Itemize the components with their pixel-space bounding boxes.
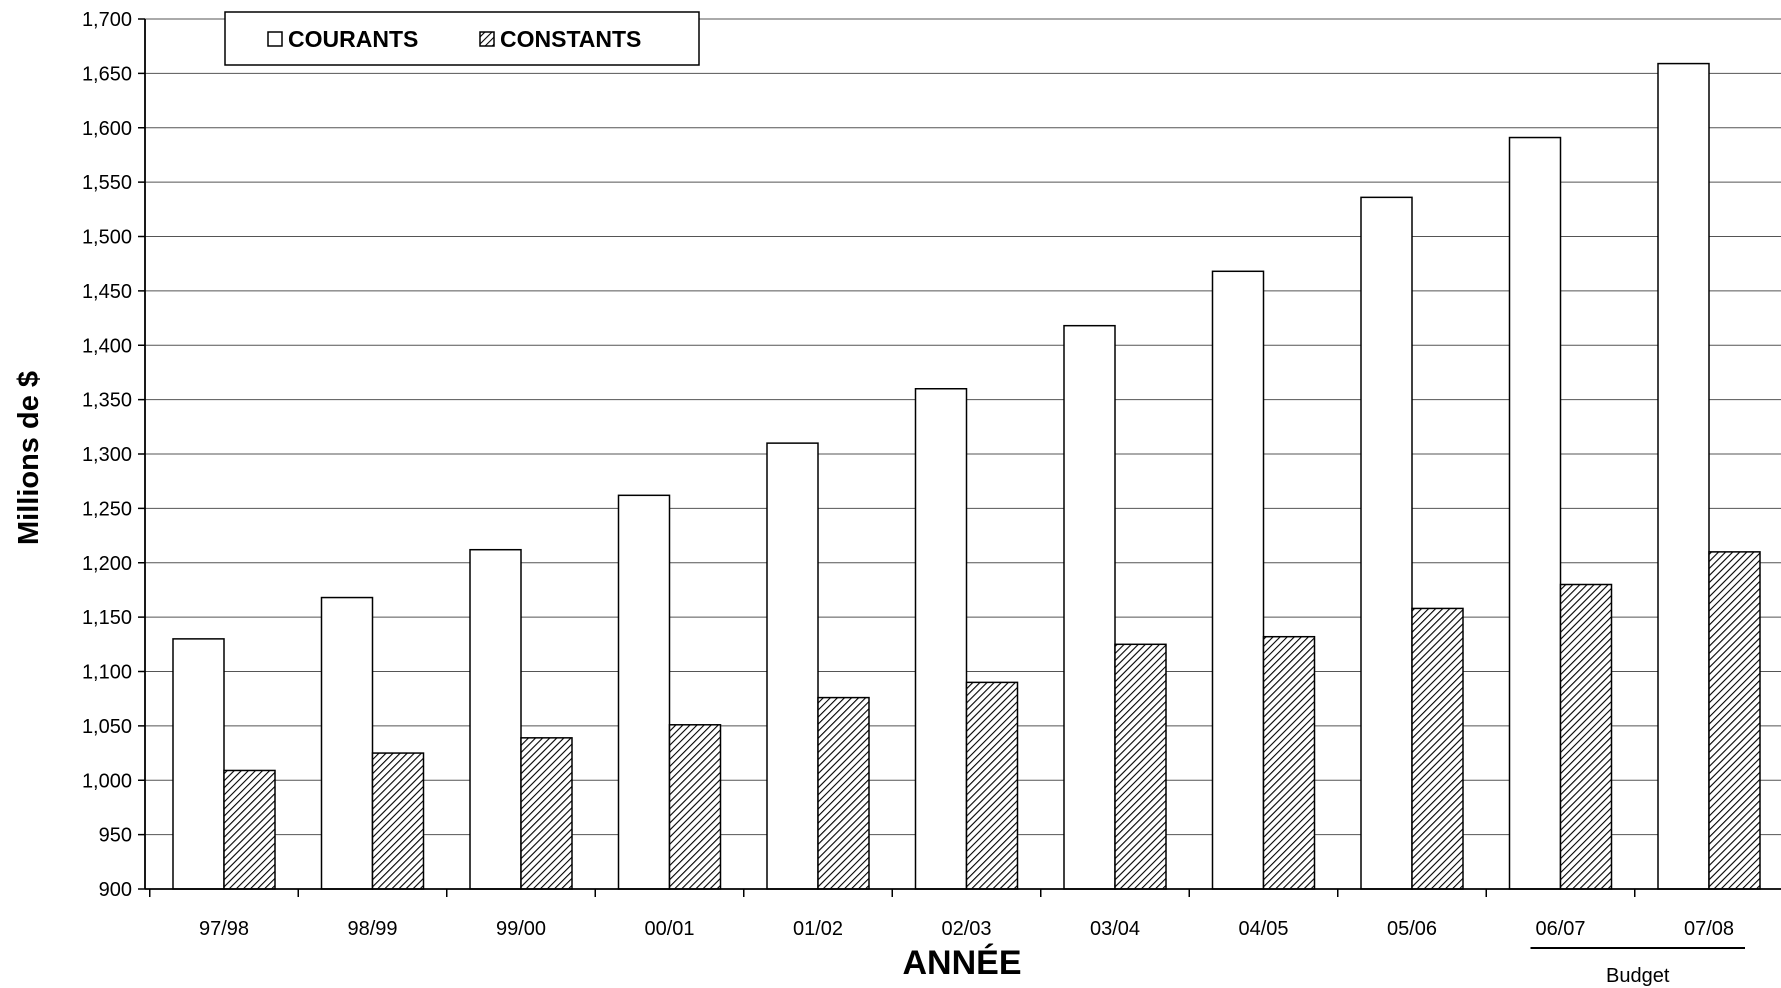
bar-courants-04-05 [1211,270,1265,890]
x-tick-label: 99/00 [496,918,546,940]
x-axis-title: ANNÉE [902,944,1021,982]
y-tick-label: 1,200 [82,553,132,575]
x-tick-label: 03/04 [1090,918,1140,940]
y-tick-label: 1,500 [82,227,132,249]
y-tick-label: 900 [99,879,132,901]
bar-constants-04-05 [1262,635,1316,890]
x-tick-label: 97/98 [199,918,249,940]
bar-constants-05-06 [1411,607,1464,890]
bar-constants-01-02 [817,696,870,890]
y-tick-label: 1,400 [82,335,132,357]
bar-courants-07-08 [1657,62,1710,890]
y-tick-label: 950 [99,825,132,847]
legend-swatch-constants [479,31,495,47]
x-tick-label: 05/06 [1387,918,1437,940]
bar-constants-00-01 [668,724,722,890]
bar-courants-05-06 [1360,196,1413,890]
bar-courants-01-02 [766,442,819,890]
legend-label-constants: CONSTANTS [500,26,641,52]
bar-constants-98-99 [371,752,425,890]
bar-courants-99-00 [469,548,522,890]
y-tick-label: 1,250 [82,498,132,520]
legend-box [224,11,700,66]
y-tick-label: 1,150 [82,607,132,629]
legend-label-courants: COURANTS [288,26,418,52]
bar-constants-06-07 [1559,583,1613,890]
y-tick-label: 1,300 [82,444,132,466]
y-tick-label: 1,450 [82,281,132,303]
bar-courants-98-99 [320,596,374,890]
y-tick-label: 1,600 [82,118,132,140]
y-tick-label: 1,650 [82,63,132,85]
bar-courants-00-01 [617,494,671,890]
y-tick-label: 1,050 [82,716,132,738]
bar-courants-06-07 [1508,136,1562,890]
bar-constants-07-08 [1708,551,1761,890]
legend-swatch-courants [267,31,283,47]
bar-courants-03-04 [1063,324,1116,890]
y-tick-label: 1,700 [82,9,132,31]
bar-courants-02-03 [914,388,968,890]
budget-label: Budget [1606,965,1670,987]
legend: COURANTS CONSTANTS [224,11,700,66]
x-axis-ticks: 97/98 98/99 99/00 00/01 01/02 02/03 03/04 04/05… [149,889,1734,940]
bar-constants-02-03 [965,681,1019,890]
x-tick-label: 02/03 [941,918,991,940]
budget-annotation: Budget [1530,947,1745,987]
x-tick-label: 04/05 [1238,918,1288,940]
bar-courants-97-98 [172,638,225,890]
y-tick-label: 1,350 [82,390,132,412]
x-tick-label: 01/02 [793,918,843,940]
y-axis-title: Millions de $ [13,371,45,545]
y-tick-label: 1,550 [82,172,132,194]
y-axis-ticks: 900 950 1,000 1,050 1,100 1,150 1,200 1,250 1,30… [82,9,145,901]
y-tick-label: 1,100 [82,662,132,684]
x-tick-label: 06/07 [1535,918,1585,940]
bar-constants-99-00 [520,737,573,890]
bar-constants-97-98 [223,769,276,890]
axes [144,19,1781,890]
x-tick-label: 98/99 [347,918,397,940]
bar-constants-03-04 [1114,643,1167,890]
y-tick-label: 1,000 [82,770,132,792]
x-tick-label: 07/08 [1684,918,1734,940]
x-tick-label: 00/01 [644,918,694,940]
bars [172,62,1761,890]
